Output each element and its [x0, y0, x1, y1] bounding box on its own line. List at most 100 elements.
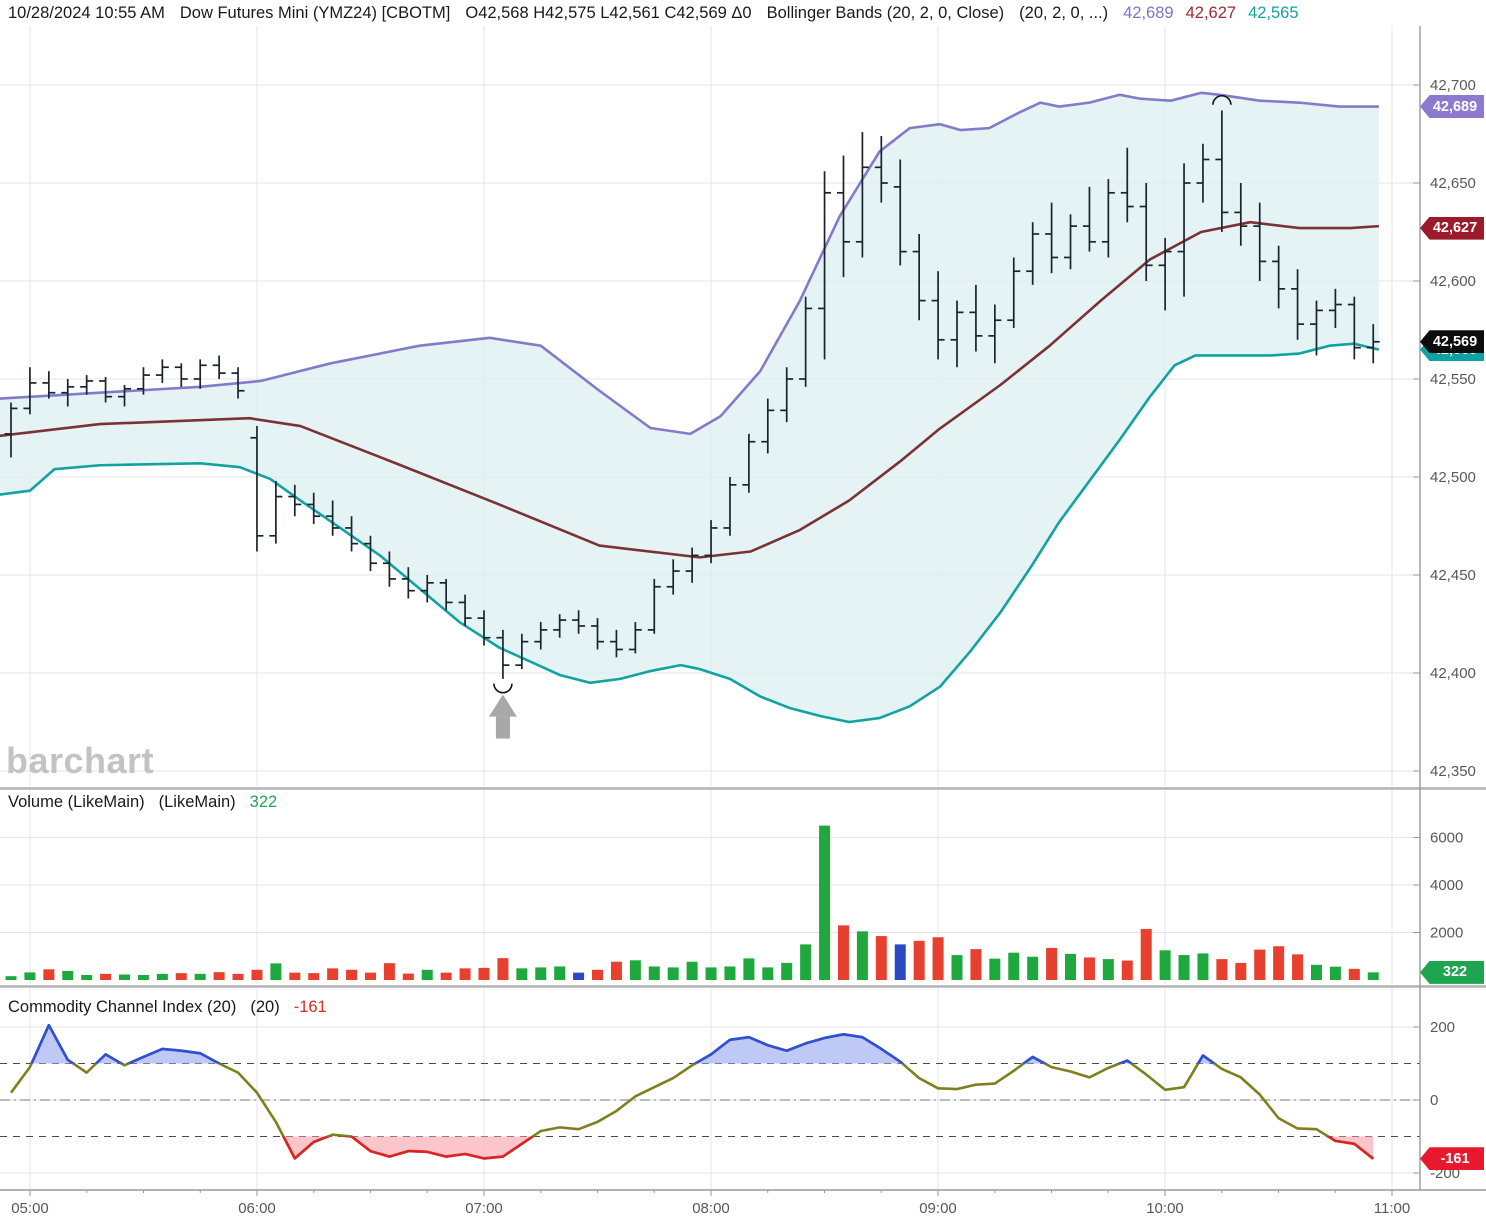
volume-bar [724, 966, 736, 980]
header-study-value: 42,627 [1185, 4, 1237, 22]
cci-title: Commodity Channel Index (20) [8, 998, 237, 1016]
x-axis-label: 09:00 [919, 1200, 957, 1217]
badge-last-price: 42,569 [1420, 330, 1484, 354]
volume-bar [24, 972, 36, 980]
badge-volume: 322 [1420, 960, 1484, 984]
volume-bar [62, 970, 74, 980]
volume-bar [648, 966, 660, 980]
volume-bar [1027, 956, 1039, 980]
volume-bar [535, 967, 547, 980]
header-study-label: Bollinger Bands (20, 2, 0, Close) [766, 4, 1005, 22]
volume-bar [932, 937, 944, 980]
volume-bar [837, 925, 849, 980]
volume-bar [81, 975, 93, 980]
price-axis-label: 42,700 [1430, 77, 1476, 94]
header-study-value: 42,689 [1123, 4, 1174, 22]
cci-panel-title: Commodity Channel Index (20) (20) -161 [8, 998, 327, 1017]
volume-bar [819, 825, 831, 980]
price-axis-label: 42,650 [1430, 175, 1476, 192]
volume-bar [1310, 964, 1322, 980]
volume-bar [1121, 960, 1133, 980]
volume-bar [440, 972, 452, 980]
volume-bar [1216, 959, 1228, 980]
header-study-values: 42,689 42,627 42,565 [1123, 4, 1298, 23]
badge-cci: -161 [1420, 1147, 1484, 1171]
price-axis-label: 42,400 [1430, 665, 1476, 682]
volume-axis-label: 4000 [1430, 877, 1463, 894]
volume-bar [573, 972, 585, 980]
volume-panel-title: Volume (LikeMain) (LikeMain) 322 [8, 793, 277, 812]
price-axis-label: 42,550 [1430, 371, 1476, 388]
volume-bar [194, 973, 206, 980]
badge-middle-band: 42,627 [1420, 216, 1484, 240]
volume-bar [1046, 947, 1058, 980]
cci-line-oversold [281, 1136, 1375, 1160]
volume-bar [970, 949, 982, 980]
volume-bar [459, 968, 471, 980]
volume-bar [516, 968, 528, 980]
volume-bar [1065, 953, 1077, 980]
volume-title-params: (LikeMain) [158, 793, 236, 811]
up-arrow-marker-stem [495, 716, 510, 739]
volume-bar [1178, 955, 1190, 980]
volume-bar [800, 944, 812, 980]
volume-bar [1329, 966, 1341, 980]
volume-title: Volume (LikeMain) [8, 793, 145, 811]
volume-bar [1348, 968, 1360, 980]
badge-upper-band: 42,689 [1420, 95, 1484, 119]
header-symbol: Dow Futures Mini (YMZ24) [CBOTM] [179, 4, 451, 22]
bollinger-lower-band [0, 342, 1380, 724]
volume-axis-label: 2000 [1430, 925, 1463, 942]
cci-last-value: -161 [293, 998, 327, 1016]
volume-bar [232, 973, 244, 980]
price-axis-label: 42,450 [1430, 567, 1476, 584]
volume-bar [705, 967, 717, 980]
cci-overbought-fill [11, 1025, 1374, 1064]
cci-oversold-fill [11, 1136, 1374, 1159]
volume-bar [629, 960, 641, 980]
volume-bar [989, 958, 1001, 980]
volume-bar [610, 961, 622, 980]
volume-bar [894, 944, 906, 980]
volume-bar [1159, 950, 1171, 980]
bollinger-middle-band [0, 220, 1380, 559]
volume-bar [119, 974, 131, 980]
up-arrow-marker [488, 694, 517, 717]
cci-title-params: (20) [250, 998, 280, 1016]
volume-bar [762, 967, 774, 980]
volume-bar [856, 931, 868, 980]
barchart-watermark: barchart [6, 740, 155, 781]
volume-bar [346, 969, 358, 980]
volume-axis-label: 6000 [1430, 830, 1463, 847]
volume-bar [686, 961, 698, 980]
x-axis-label: 11:00 [1374, 1200, 1410, 1217]
cci-line [9, 1023, 1375, 1160]
volume-last-value: 322 [249, 793, 278, 811]
volume-bar [1254, 949, 1266, 980]
x-axis-label: 10:00 [1146, 1200, 1184, 1217]
cycle-high-marker [1212, 94, 1232, 105]
volume-bar [175, 973, 187, 980]
volume-bar [1102, 959, 1114, 980]
x-axis-label: 08:00 [692, 1200, 730, 1217]
volume-bar [5, 976, 17, 980]
header-datetime: 10/28/2024 10:55 AM [8, 4, 165, 22]
price-axis-label: 42,350 [1430, 763, 1476, 780]
volume-bar [383, 963, 395, 980]
volume-bar [951, 955, 963, 980]
volume-bar [1008, 952, 1020, 980]
price-axis-label: 42,500 [1430, 469, 1476, 486]
cci-axis-label: 0 [1430, 1092, 1438, 1109]
volume-bar [1273, 946, 1285, 980]
volume-bar [743, 958, 755, 980]
volume-bar [497, 958, 509, 980]
volume-bar [289, 972, 301, 980]
volume-bar [1367, 972, 1379, 980]
cycle-low-marker [493, 683, 513, 694]
volume-bar [875, 936, 887, 980]
volume-bar [43, 969, 55, 980]
x-axis-label: 05:00 [11, 1200, 49, 1217]
volume-bar [781, 962, 793, 980]
